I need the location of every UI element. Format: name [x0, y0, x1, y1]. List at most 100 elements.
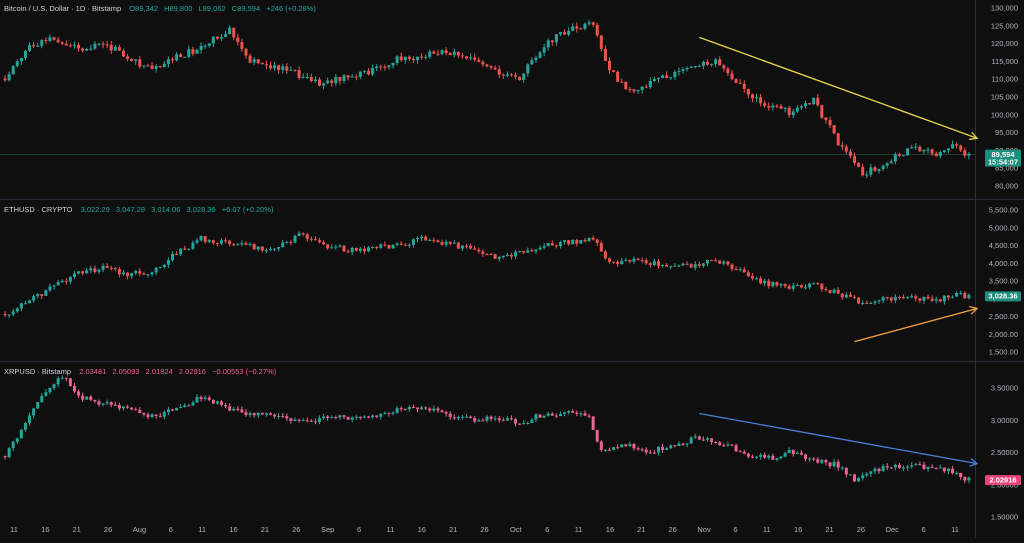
candle: [387, 412, 391, 417]
candle: [383, 64, 387, 71]
candle: [248, 53, 252, 64]
candle: [109, 265, 113, 271]
candle: [448, 52, 452, 56]
candle: [861, 300, 865, 306]
candle-body: [134, 59, 138, 61]
candle: [603, 449, 607, 453]
candle-body: [379, 66, 383, 68]
candle: [338, 415, 342, 420]
candle-body: [853, 155, 857, 163]
candle: [571, 23, 575, 32]
candle: [644, 447, 648, 455]
candle-body: [403, 244, 407, 246]
candle-body: [677, 70, 681, 72]
candle-body: [902, 297, 906, 299]
candle: [444, 47, 448, 56]
candle-body: [64, 43, 68, 46]
candle-body: [354, 76, 358, 78]
candle-body: [477, 59, 481, 62]
candle: [783, 451, 787, 458]
candle-body: [101, 265, 105, 270]
candle-body: [170, 59, 174, 61]
candle-body: [587, 22, 591, 24]
candle-body: [117, 269, 121, 275]
candle: [117, 266, 121, 278]
candle: [391, 411, 395, 416]
candle: [865, 472, 869, 478]
candle-body: [644, 449, 648, 453]
btc-symbol-label[interactable]: Bitcoin / U.S. Dollar · 1D · Bitstamp: [4, 4, 122, 13]
candle: [240, 38, 244, 53]
candle: [281, 239, 285, 248]
candle-body: [881, 297, 885, 301]
candle-body: [269, 249, 273, 251]
eth-symbol-label[interactable]: ETHUSD · CRYPTO: [4, 205, 73, 214]
candle-body: [652, 452, 656, 454]
trend-line[interactable]: [699, 412, 979, 467]
candle: [493, 253, 497, 259]
candle-body: [612, 447, 616, 451]
candle-body: [808, 103, 812, 105]
candle: [424, 406, 428, 411]
candle: [40, 294, 44, 300]
candle: [395, 405, 399, 414]
candle-body: [701, 263, 705, 266]
candle: [808, 102, 812, 106]
candle-body: [906, 148, 910, 156]
candle: [19, 302, 23, 312]
candle-body: [567, 240, 571, 245]
candle: [530, 57, 534, 66]
candle-body: [354, 247, 358, 251]
candle: [252, 242, 256, 251]
candle: [734, 77, 738, 84]
candle: [301, 232, 305, 237]
trend-line[interactable]: [699, 36, 979, 141]
candle-body: [885, 466, 889, 468]
candle: [269, 246, 273, 252]
candle: [134, 269, 138, 275]
candle: [828, 289, 832, 294]
candle-body: [322, 242, 326, 245]
candle: [465, 413, 469, 419]
candle: [77, 42, 81, 52]
xrp-symbol-label[interactable]: XRPUSD · Bitstamp: [4, 367, 72, 376]
candle-body: [755, 97, 759, 99]
candle-body: [714, 441, 718, 443]
candle: [820, 458, 824, 465]
candle-body: [710, 63, 714, 65]
candle: [285, 413, 289, 422]
candle-body: [7, 314, 11, 316]
candle-body: [522, 73, 526, 81]
candle-body: [444, 50, 448, 54]
candle: [85, 47, 89, 52]
candle: [967, 293, 971, 300]
candle-body: [877, 169, 881, 171]
candle: [56, 376, 60, 388]
candle-body: [558, 242, 562, 247]
candle-body: [607, 449, 611, 451]
candle: [812, 97, 816, 105]
candle-body: [473, 248, 477, 250]
candle: [599, 240, 603, 252]
candle: [436, 406, 440, 413]
candle: [616, 70, 620, 83]
candle-body: [85, 270, 89, 274]
candle: [330, 244, 334, 249]
candle: [448, 241, 452, 246]
candle: [146, 274, 150, 278]
candle-body: [942, 467, 946, 472]
candle: [840, 292, 844, 301]
trend-line[interactable]: [854, 306, 979, 343]
candle-body: [477, 420, 481, 422]
candle: [277, 64, 281, 74]
candle: [367, 245, 371, 253]
candle: [942, 150, 946, 153]
time-tick-label: 11: [951, 525, 959, 534]
candle-body: [32, 408, 36, 416]
candle: [620, 257, 624, 265]
candle-body: [534, 57, 538, 61]
candle-body: [530, 419, 534, 423]
candle: [828, 116, 832, 128]
